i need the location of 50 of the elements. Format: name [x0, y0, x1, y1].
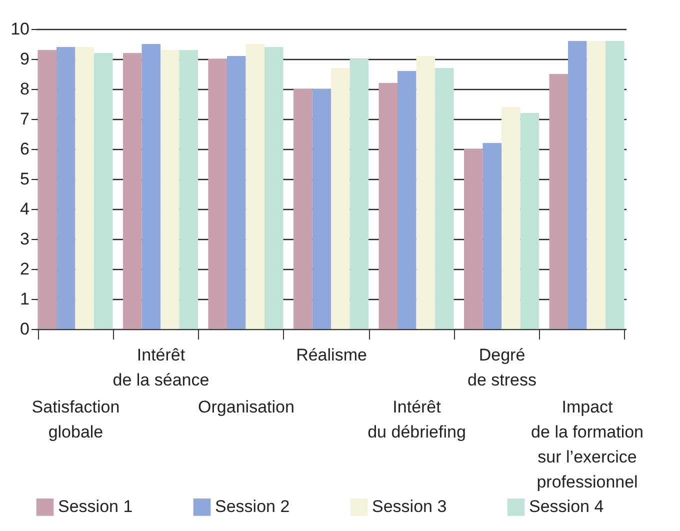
- bar: [502, 107, 520, 329]
- bar: [56, 47, 76, 329]
- bar: [160, 50, 180, 329]
- bar: [482, 143, 502, 329]
- y-tick-label: 1: [20, 290, 30, 308]
- bar: [549, 74, 568, 329]
- y-tick-label: 3: [20, 230, 30, 248]
- x-tick-label: Réalisme: [296, 346, 367, 364]
- bar: [38, 50, 56, 329]
- legend-label: Session 3: [372, 497, 447, 516]
- y-tick-label: 0: [20, 320, 30, 338]
- bar: [226, 56, 246, 329]
- y-tick-label: 10: [10, 20, 30, 38]
- y-tick-label: 8: [20, 80, 30, 98]
- x-tick-label: Intérêt de la séance: [112, 346, 210, 390]
- bar: [606, 41, 624, 329]
- bar: [464, 149, 483, 329]
- x-tick-label: Intérêt du débriefing: [368, 398, 466, 442]
- y-tick-label: 7: [20, 110, 30, 128]
- bar: [416, 56, 436, 329]
- x-tick-label: Satisfaction globale: [32, 398, 120, 442]
- bar: [312, 89, 331, 329]
- bar: [398, 71, 416, 329]
- bar: [586, 41, 606, 329]
- y-tick-label: 4: [20, 200, 30, 218]
- bar: [75, 47, 94, 329]
- bar: [293, 89, 312, 329]
- bar: [122, 53, 142, 329]
- legend-label: Session 2: [215, 497, 290, 516]
- bar: [435, 68, 454, 329]
- bar: [520, 113, 540, 329]
- bar: [264, 47, 284, 329]
- bar: [568, 41, 587, 329]
- bar: [208, 59, 227, 329]
- bar: [350, 59, 369, 329]
- legend-label: Session 4: [529, 497, 604, 516]
- x-tick-label: Impact de la formation sur l’exercice professionnel: [531, 398, 644, 492]
- x-tick-label: Organisation: [198, 398, 294, 416]
- legend-label: Session 1: [58, 497, 133, 516]
- x-tick-label: Degré de stress: [468, 346, 537, 390]
- bar: [331, 68, 350, 329]
- y-tick-label: 9: [20, 50, 30, 68]
- y-tick-label: 2: [20, 260, 30, 278]
- bar: [142, 44, 160, 329]
- y-tick-label: 5: [20, 170, 30, 188]
- bar: [94, 53, 113, 329]
- bar: [179, 50, 198, 329]
- y-tick-label: 6: [20, 140, 30, 158]
- bar: [378, 83, 398, 329]
- bar: [246, 44, 264, 329]
